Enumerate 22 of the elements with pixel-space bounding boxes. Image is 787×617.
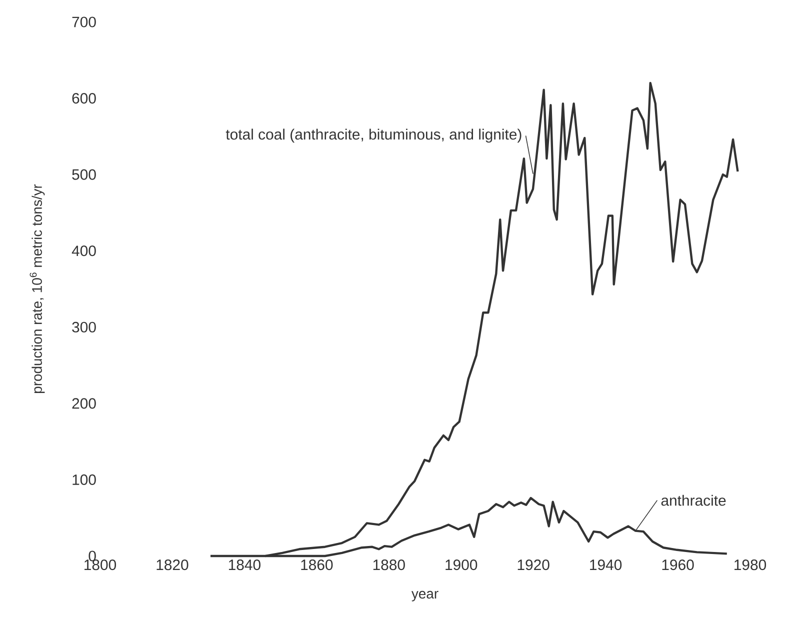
x-tick-label: 1800 [84,560,116,570]
x-tick-label: 1920 [518,560,550,570]
y-tick-label: 500 [72,169,96,180]
y-tick-label: 0 [88,550,96,562]
y-tick-label: 200 [72,398,96,409]
x-tick-label: 1980 [734,560,766,570]
x-tick-label: 1860 [301,560,333,570]
y-tick-label: 100 [72,474,96,485]
series-label: total coal (anthracite, bituminous, and lignite) [226,128,522,143]
y-tick-label: 600 [72,92,96,104]
x-tick-label: 1820 [156,560,188,570]
y-tick-label: 300 [72,322,96,332]
text: anthracite [661,494,726,506]
y-tick-label: 700 [72,16,96,28]
x-tick-label: 1840 [228,560,260,570]
x-tick-label: 1940 [590,560,622,570]
y-tick-label: 400 [72,246,96,256]
x-tick-label: 1900 [446,560,478,570]
x-tick-label: 1960 [662,560,694,570]
x-axis-title: year [411,590,438,602]
x-tick-label: 1880 [373,560,405,570]
y-axis-title: production rate, 10$^{6}$ metric tons/yr [30,184,45,393]
